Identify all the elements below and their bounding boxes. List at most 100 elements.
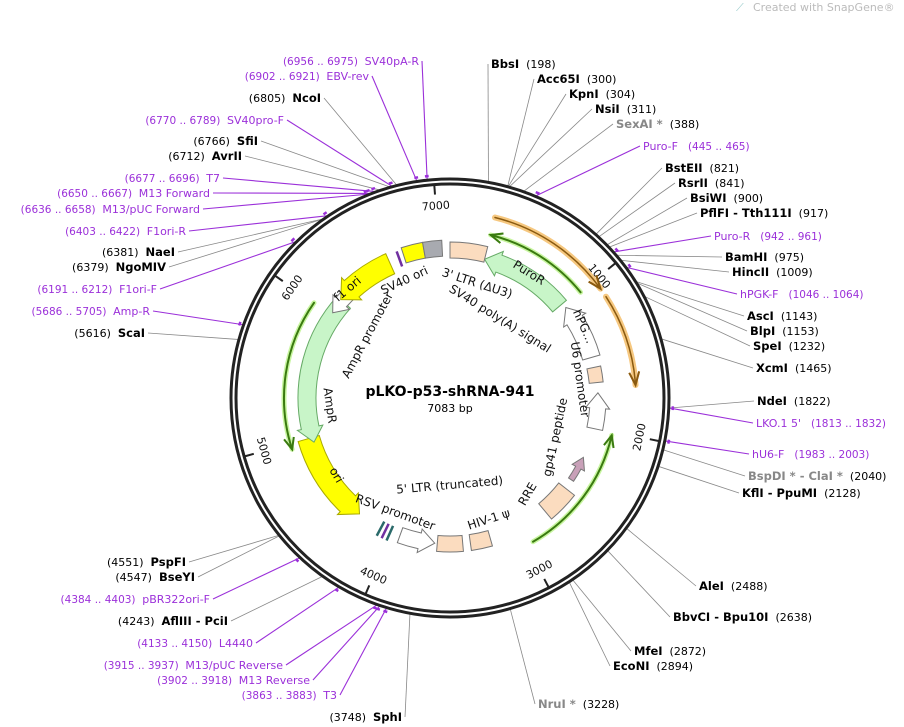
site-label-spei[interactable]: SpeI (1232) (753, 339, 825, 353)
site-label-bbsi[interactable]: BbsI (198) (491, 57, 556, 71)
rsv-promoter-arrow[interactable] (396, 527, 436, 554)
site-label-bspdi-clai[interactable]: BspDI * - ClaI * (2040) (748, 469, 886, 483)
primer-label-m13-puc-forward[interactable]: (6636 .. 6658) M13/pUC Forward (21, 203, 200, 216)
feature-label-rsv-promoter[interactable]: RSV promoter (354, 491, 437, 533)
sv40-polya-box[interactable] (421, 239, 444, 259)
site-label-scai[interactable]: (5616) ScaI (74, 326, 145, 340)
primer-label-f1ori-r[interactable]: (6403 .. 6422) F1ori-R (65, 225, 186, 238)
site-label-pspfi[interactable]: (4551) PspFI (107, 555, 186, 569)
site-label-ngomiv[interactable]: (6379) NgoMIV (72, 260, 166, 274)
primer-name: Puro-F (643, 140, 678, 153)
primer-marker (370, 186, 376, 191)
site-label-bamhi[interactable]: BamHI (975) (725, 250, 804, 264)
site-label-naei[interactable]: (6381) NaeI (102, 245, 175, 259)
site-label-bseyi[interactable]: (4547) BseYI (115, 570, 195, 584)
primer-label-sv40pro-f[interactable]: (6770 .. 6789) SV40pro-F (145, 114, 284, 127)
leader-line (202, 193, 368, 210)
hpgk-promoter-arrow[interactable] (563, 306, 601, 361)
site-label-alei[interactable]: AleI (2488) (699, 579, 768, 593)
5ltr-box[interactable] (436, 534, 464, 553)
site-label-hincii[interactable]: HincII (1009) (732, 265, 813, 279)
u6-promoter-arrow[interactable] (584, 392, 611, 432)
site-label-ncoi[interactable]: (6805) NcoI (249, 91, 321, 105)
site-label-asci[interactable]: AscI (1143) (747, 309, 817, 323)
primer-range: (6770 .. 6789) (145, 115, 227, 127)
site-position: (6766) (193, 135, 237, 148)
site-label-rsrii[interactable]: RsrII (841) (678, 176, 745, 190)
site-label-bbvci-bpu10i[interactable]: BbvCI - Bpu10I (2638) (673, 610, 812, 624)
primer-label-puro-r[interactable]: Puro-R (942 .. 961) (714, 230, 822, 243)
ori-arrow[interactable] (297, 434, 361, 516)
primer-label-sv40pa-r[interactable]: (6956 .. 6975) SV40pA-R (283, 55, 419, 68)
watermark-text: Created with SnapGene® (753, 1, 895, 14)
tick-mark (543, 578, 550, 588)
site-label-kfli-ppumi[interactable]: KflI - PpuMI (2128) (742, 486, 861, 500)
primer-label-l4440[interactable]: (4133 .. 4150) L4440 (137, 637, 253, 650)
primer-label-hu6-f[interactable]: hU6-F (1983 .. 2003) (752, 448, 869, 461)
leader-line (339, 608, 387, 696)
primer-label-m13-forward[interactable]: (6650 .. 6667) M13 Forward (57, 187, 210, 200)
tick-label: 3000 (524, 557, 555, 581)
3ltr-box[interactable] (449, 241, 489, 263)
tick-mark (244, 452, 255, 458)
site-label-sphi[interactable]: (3748) SphI (329, 710, 402, 724)
site-label-blpi[interactable]: BlpI (1153) (750, 324, 819, 338)
ampr-arrow[interactable] (296, 295, 352, 443)
puror-arrow[interactable] (483, 250, 568, 313)
site-label-bsteii[interactable]: BstEII (821) (665, 161, 739, 175)
feature-label-5-ltr-truncated[interactable]: 5' LTR (truncated) (396, 473, 504, 496)
primer-label-t7[interactable]: (6677 .. 6696) T7 (125, 172, 220, 185)
primer-label-t3[interactable]: (3863 .. 3883) T3 (242, 689, 337, 702)
site-label-sfii[interactable]: (6766) SfiI (193, 134, 258, 148)
site-label-pflfi-tth111i[interactable]: PflFI - Tth111I (917) (700, 206, 828, 220)
primer-name: SV40pA-R (365, 55, 420, 68)
primer-label-m13-puc-reverse[interactable]: (3915 .. 3937) M13/pUC Reverse (104, 659, 284, 672)
primer-label-pbr322ori-f[interactable]: (4384 .. 4403) pBR322ori-F (61, 593, 210, 606)
primer-label-puro-f[interactable]: Puro-F (445 .. 465) (643, 140, 750, 153)
primer-label-m13-reverse[interactable]: (3902 .. 3918) M13 Reverse (157, 674, 310, 687)
site-label-econi[interactable]: EcoNI (2894) (613, 659, 693, 673)
site-label-mfei[interactable]: MfeI (2872) (634, 644, 706, 658)
leader-line (286, 119, 392, 187)
primer-name: pBR322ori-F (142, 593, 210, 606)
primer-range: (942 .. 961) (750, 231, 822, 243)
feature-label-rre[interactable]: RRE (515, 480, 539, 508)
orange-arc-2-head (628, 371, 641, 388)
site-position: (2894) (649, 660, 693, 673)
leader-line (609, 212, 698, 248)
site-label-avrii[interactable]: (6712) AvrII (168, 149, 242, 163)
feature-label-ori[interactable]: ori (326, 465, 346, 486)
primer-label-lko-1-5[interactable]: LKO.1 5' (1813 .. 1832) (756, 417, 886, 430)
primer-marker (535, 191, 540, 195)
leader-line (569, 582, 611, 667)
primer-range: (3863 .. 3883) (242, 690, 324, 702)
site-label-ndei[interactable]: NdeI (1822) (757, 394, 831, 408)
site-label-xcmi[interactable]: XcmI (1465) (756, 361, 832, 375)
primer-label-f1ori-f[interactable]: (6191 .. 6212) F1ori-F (37, 283, 157, 296)
f1ori-arrow[interactable] (340, 252, 396, 301)
misc-feature-stripe (395, 250, 404, 267)
site-label-sexai[interactable]: SexAI * (388) (616, 117, 699, 131)
hiv1-psi-box[interactable] (468, 530, 494, 552)
labels: BbsI (198)Acc65I (300)KpnI (304)NsiI (31… (21, 55, 887, 724)
site-label-afliii-pcii[interactable]: (4243) AflIII - PciI (118, 614, 228, 628)
site-label-kpni[interactable]: KpnI (304) (569, 87, 635, 101)
gp41-peptide[interactable] (567, 456, 586, 483)
feature-label-gp41-peptide[interactable]: gp41 peptide (540, 397, 570, 478)
orange-arc-2-glow (602, 293, 639, 389)
primer-label-hpgk-f[interactable]: hPGK-F (1046 .. 1064) (740, 288, 863, 301)
rre-box[interactable] (538, 482, 576, 520)
primer-range: (3902 .. 3918) (157, 675, 239, 687)
site-label-bsiwi[interactable]: BsiWI (900) (690, 191, 763, 205)
feature-label-hiv-1[interactable]: HIV-1 ψ (466, 506, 512, 533)
primer-label-amp-r[interactable]: (5686 .. 5705) Amp-R (31, 305, 150, 318)
site-label-acc65i[interactable]: Acc65I (300) (537, 72, 616, 86)
feature-label-ampr[interactable]: AmpR (321, 387, 340, 424)
site-label-nrui[interactable]: NruI * (3228) (538, 697, 619, 711)
plasmid-name: pLKO-p53-shRNA-941 (365, 384, 534, 400)
sv40-ori-box[interactable] (400, 241, 426, 264)
primer-label-ebv-rev[interactable]: (6902 .. 6921) EBV-rev (245, 70, 370, 83)
primer-range: (3915 .. 3937) (104, 660, 186, 672)
u6-box[interactable] (586, 365, 604, 384)
site-label-nsii[interactable]: NsiI (311) (595, 102, 656, 116)
